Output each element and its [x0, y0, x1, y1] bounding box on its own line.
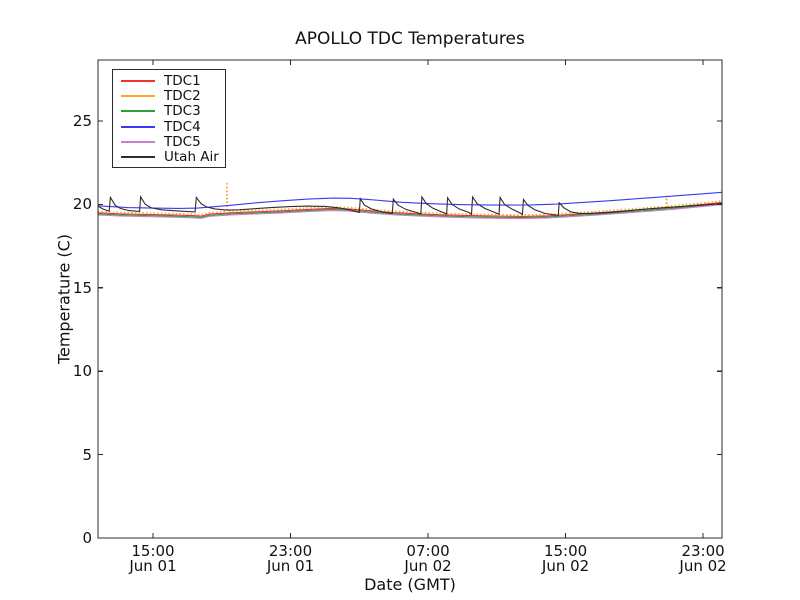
legend-line-swatch	[121, 110, 155, 113]
legend-label: TDC5	[164, 133, 201, 150]
series-line-tdc4	[97, 191, 723, 209]
legend-label: TDC4	[164, 118, 201, 135]
y-tick-label: 15	[72, 278, 92, 297]
series-line-tdc3	[97, 203, 723, 219]
legend-label: TDC2	[164, 87, 201, 104]
x-tick-label: 15:00 Jun 01	[108, 544, 198, 574]
legend-line-swatch	[121, 94, 155, 97]
x-tick-label: 23:00 Jun 02	[658, 544, 748, 574]
y-tick-label: 10	[72, 362, 92, 381]
y-tick-label: 25	[72, 112, 92, 131]
series-line-tdc2	[97, 181, 723, 216]
legend-item-tdc3: TDC3	[113, 104, 225, 119]
y-tick-label: 0	[82, 529, 92, 547]
y-tick-label: 20	[72, 195, 92, 214]
legend-line-swatch	[121, 140, 155, 143]
legend-item-tdc2: TDC2	[113, 88, 225, 103]
legend: TDC1 TDC2 TDC3 TDC4 TDC5 Utah Air	[112, 69, 226, 168]
x-tick-label: 23:00 Jun 01	[246, 544, 336, 574]
x-tick-label: 15:00 Jun 02	[521, 544, 611, 574]
legend-line-swatch	[121, 156, 155, 159]
x-tick-label: 07:00 Jun 02	[383, 544, 473, 574]
chart-title: APOLLO TDC Temperatures	[295, 29, 525, 49]
legend-label: Utah Air	[164, 149, 219, 166]
x-tick-time: 23:00	[681, 542, 725, 560]
x-tick-date: Jun 02	[541, 557, 590, 575]
x-tick-time: 07:00	[406, 542, 450, 560]
legend-item-tdc4: TDC4	[113, 119, 225, 134]
x-tick-time: 23:00	[268, 542, 313, 560]
legend-line-swatch	[121, 79, 155, 82]
x-tick-date: Jun 01	[266, 557, 315, 575]
x-tick-time: 15:00	[543, 542, 588, 560]
legend-item-tdc1: TDC1	[113, 73, 225, 88]
y-tick-label: 5	[82, 445, 92, 464]
x-tick-date: Jun 01	[129, 557, 177, 575]
legend-item-utah-air: Utah Air	[113, 149, 225, 164]
legend-label: TDC1	[164, 72, 201, 89]
x-tick-time: 15:00	[131, 542, 175, 560]
axes-box	[97, 59, 723, 539]
x-axis-label: Date (GMT)	[364, 575, 456, 594]
legend-line-swatch	[121, 125, 155, 128]
series-line-tdc5	[97, 204, 723, 220]
series-line-utah-air	[97, 195, 723, 217]
legend-item-tdc5: TDC5	[113, 134, 225, 149]
x-tick-date: Jun 02	[404, 557, 452, 575]
x-tick-date: Jun 02	[679, 557, 727, 575]
legend-label: TDC3	[164, 103, 201, 120]
